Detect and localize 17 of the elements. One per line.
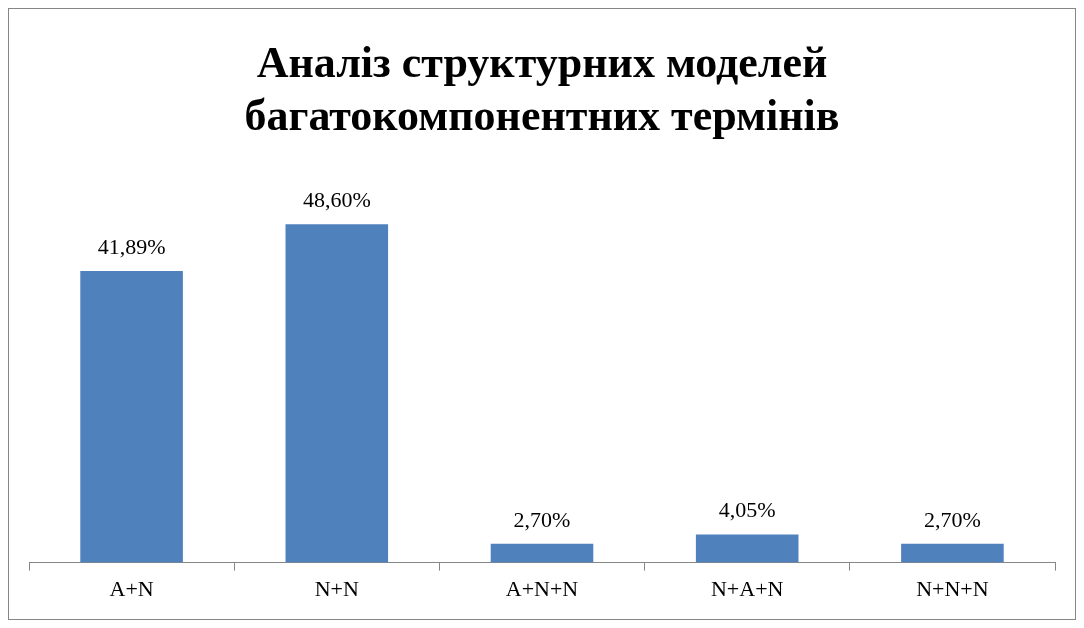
data-label: 48,60% (302, 187, 371, 213)
x-tick-label: A+N+N (505, 575, 579, 601)
bar (490, 543, 594, 563)
bar (695, 534, 799, 563)
data-label: 4,05% (718, 497, 776, 523)
x-tick-label: N+N+N (916, 575, 989, 601)
bar (80, 271, 183, 563)
text: Аналіз структурних моделей (256, 37, 828, 87)
data-label: 2,70% (513, 506, 571, 532)
bar (285, 224, 389, 563)
data-label: 41,89% (97, 233, 166, 259)
bar (901, 543, 1004, 563)
data-label: 2,70% (923, 506, 981, 532)
x-tick-label: N+A+N (710, 575, 784, 601)
text: багатокомпонентних термінів (244, 90, 840, 140)
x-tick-label: A+N (109, 575, 154, 601)
x-tick-label: N+N (314, 575, 359, 601)
